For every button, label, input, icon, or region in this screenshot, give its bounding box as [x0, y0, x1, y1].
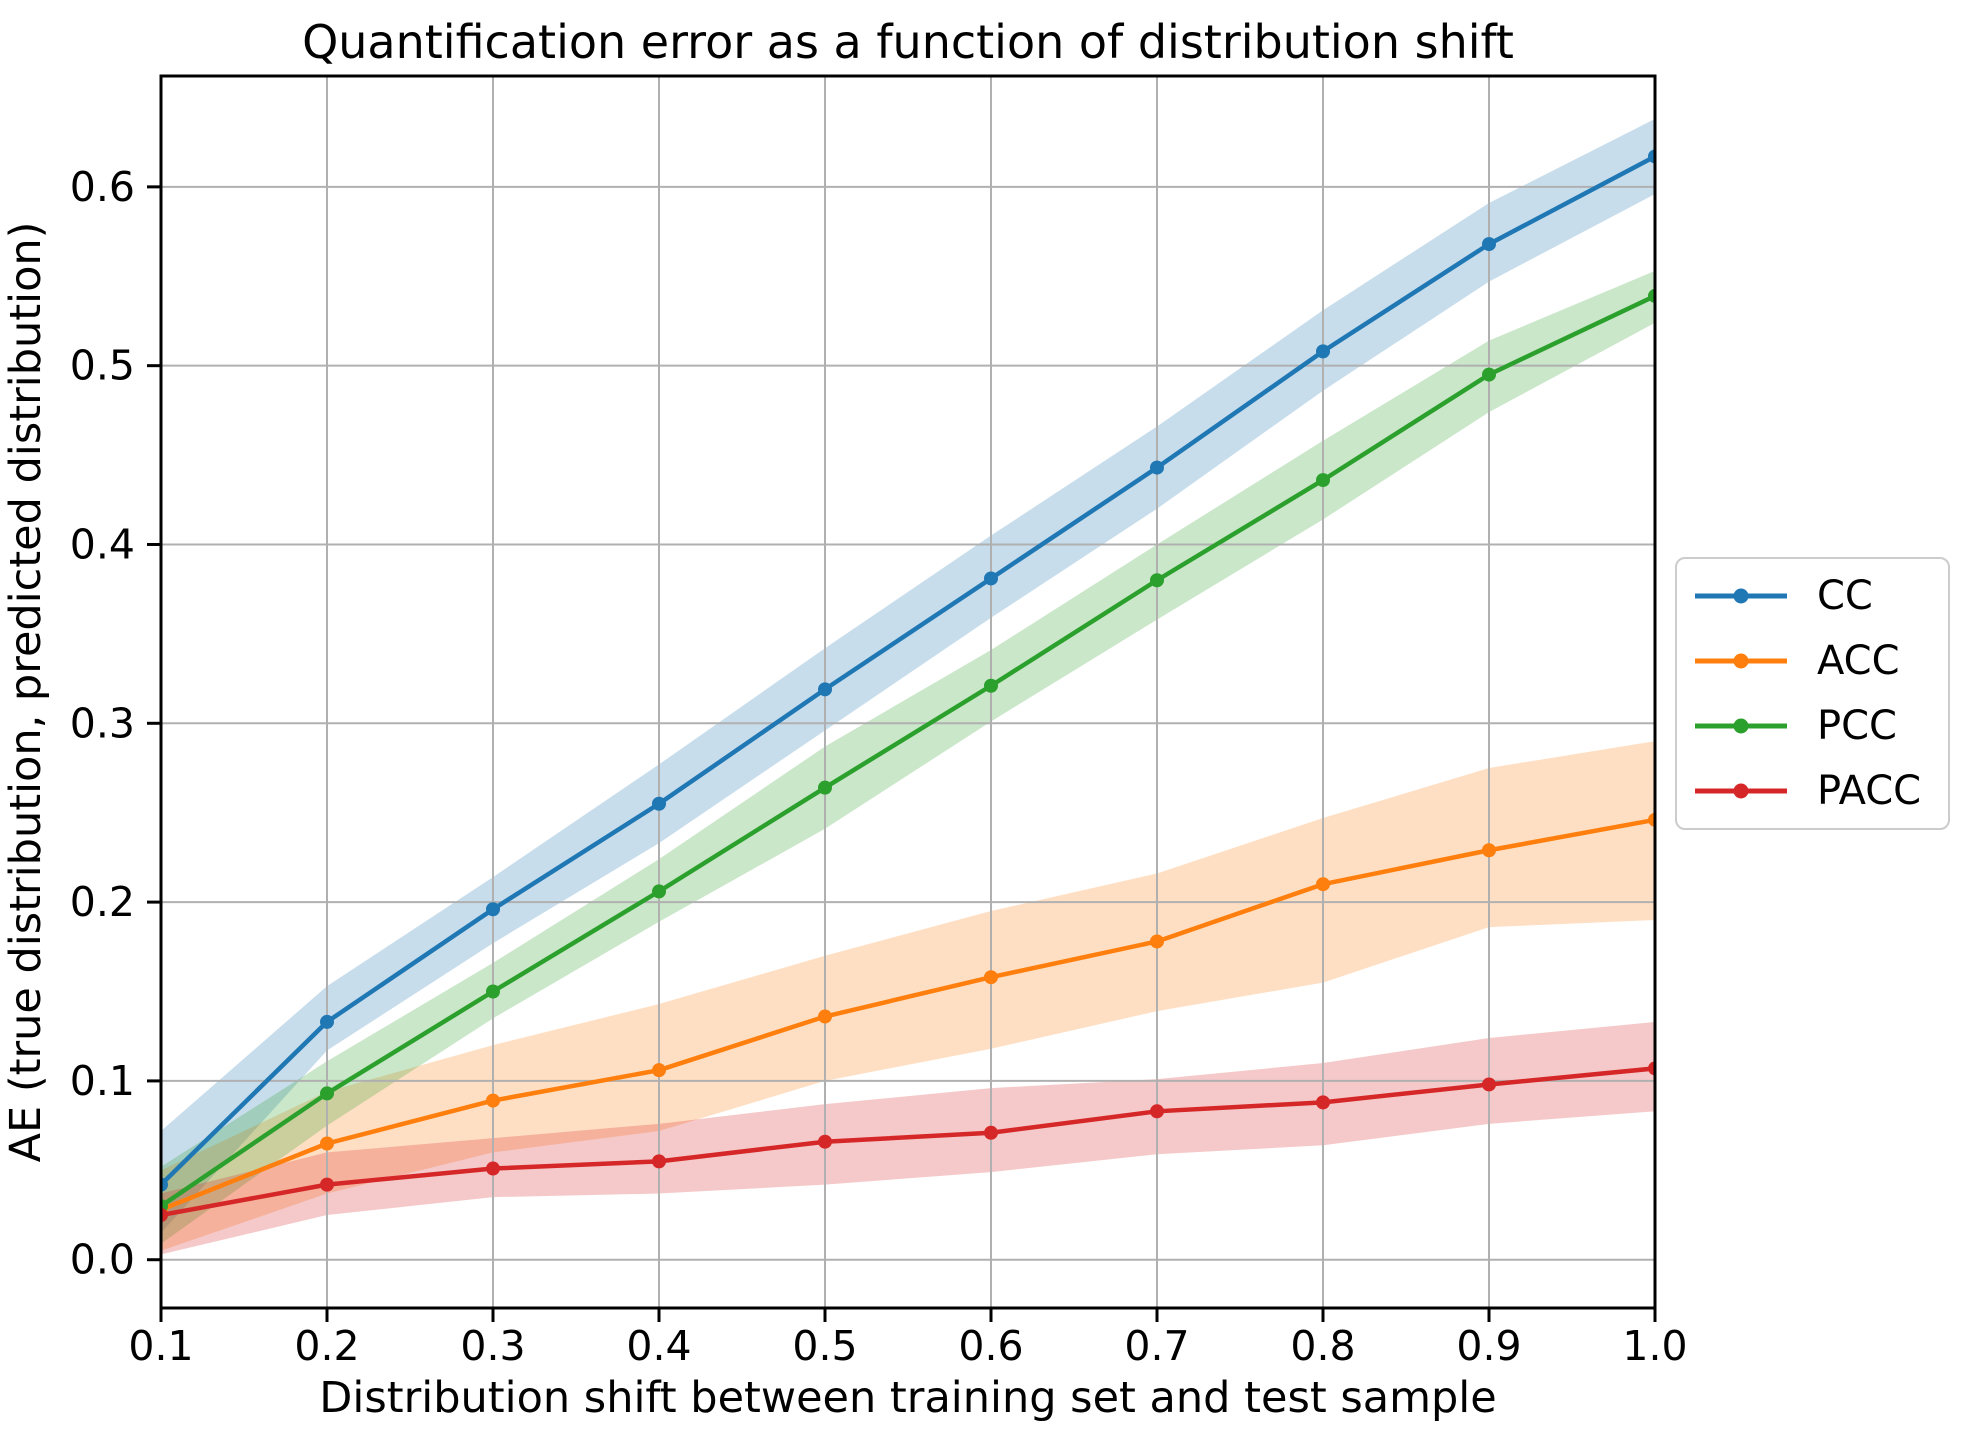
y-tick-label-0.4: 0.4	[70, 520, 135, 568]
series-marker-acc-2	[486, 1093, 500, 1108]
series-marker-acc-3	[652, 1063, 666, 1078]
legend-label-cc: CC	[1817, 572, 1873, 619]
series-marker-pacc-9	[1648, 1061, 1655, 1076]
series-line-cc	[161, 154, 1655, 1187]
series-band-pcc	[161, 270, 1655, 1244]
series-marker-pacc-8	[1482, 1077, 1496, 1092]
x-tick-label-0.8: 0.8	[1290, 1322, 1355, 1370]
legend-sample-acc	[1695, 653, 1787, 669]
series-marker-pacc-4	[818, 1134, 832, 1149]
series-marker-cc-9	[1648, 149, 1655, 164]
legend: CC ACC PCC PACC	[1675, 557, 1950, 830]
series-marker-acc-9	[1648, 812, 1655, 827]
legend-label-pcc: PCC	[1817, 703, 1897, 750]
series-marker-pacc-7	[1316, 1095, 1330, 1110]
series-marker-cc-2	[486, 902, 500, 917]
series-markers-pacc	[161, 1061, 1655, 1223]
series-marker-pcc-1	[320, 1086, 334, 1101]
legend-sample-pcc	[1695, 718, 1787, 734]
series-line-acc	[161, 817, 1655, 1212]
x-tick-label-0.6: 0.6	[958, 1322, 1023, 1370]
x-axis-label: Distribution shift between training set …	[319, 1373, 1496, 1423]
x-tick-label-0.7: 0.7	[1124, 1322, 1189, 1370]
series-marker-acc-6	[1150, 934, 1164, 949]
series-marker-pacc-0	[161, 1208, 168, 1223]
legend-item-cc: CC	[1677, 567, 1948, 624]
x-tick-label-0.5: 0.5	[792, 1322, 857, 1370]
x-tick-label-0.4: 0.4	[626, 1322, 691, 1370]
y-tick-label-0.1: 0.1	[70, 1057, 135, 1105]
series-marker-cc-5	[984, 571, 998, 586]
series-marker-cc-7	[1316, 344, 1330, 359]
y-tick-label-0.3: 0.3	[70, 699, 135, 747]
series-band-cc	[161, 118, 1655, 1233]
legend-marker-cc	[1733, 588, 1749, 604]
legend-label-pacc: PACC	[1817, 768, 1922, 815]
series-marker-acc-1	[320, 1136, 334, 1151]
y-tick-label-0.2: 0.2	[70, 878, 135, 926]
series-marker-cc-1	[320, 1014, 334, 1029]
series-marker-cc-0	[161, 1177, 168, 1192]
legend-item-pcc: PCC	[1677, 698, 1948, 755]
series-marker-cc-4	[818, 682, 832, 697]
legend-marker-pcc	[1733, 718, 1749, 734]
series-marker-pacc-6	[1150, 1104, 1164, 1119]
series-marker-pcc-7	[1316, 473, 1330, 488]
x-tick-label-0.2: 0.2	[294, 1322, 359, 1370]
y-axis-label: AE (true distribution, predicted distrib…	[1, 222, 51, 1163]
series-marker-pacc-1	[320, 1177, 334, 1192]
x-tick-label-1.0: 1.0	[1622, 1322, 1687, 1370]
series-marker-pcc-4	[818, 780, 832, 795]
plot-spines	[159, 74, 1657, 1310]
y-tick-label-0.6: 0.6	[70, 163, 135, 211]
series-marker-pacc-5	[984, 1125, 998, 1140]
series-marker-cc-8	[1482, 237, 1496, 252]
y-tick-label-0.0: 0.0	[70, 1236, 135, 1284]
legend-sample-cc	[1695, 588, 1787, 604]
legend-sample-pacc	[1695, 783, 1787, 799]
series-line-pacc	[161, 1066, 1655, 1218]
series-marker-pcc-8	[1482, 367, 1496, 382]
series-marker-cc-6	[1150, 460, 1164, 475]
y-tick-label-0.5: 0.5	[70, 342, 135, 390]
legend-marker-acc	[1733, 653, 1749, 669]
chart-title: Quantification error as a function of di…	[302, 15, 1514, 69]
series-marker-pcc-2	[486, 984, 500, 999]
series-marker-acc-7	[1316, 877, 1330, 892]
x-tick-label-0.3: 0.3	[460, 1322, 525, 1370]
legend-marker-pacc	[1733, 783, 1749, 799]
legend-label-acc: ACC	[1817, 637, 1900, 684]
series-marker-pacc-2	[486, 1161, 500, 1176]
legend-item-acc: ACC	[1677, 632, 1948, 689]
x-tick-label-0.1: 0.1	[128, 1322, 193, 1370]
series-marker-acc-5	[984, 970, 998, 985]
series-line-pcc	[161, 293, 1655, 1209]
legend-item-pacc: PACC	[1677, 763, 1948, 820]
series-markers-cc	[161, 149, 1655, 1192]
series-marker-acc-4	[818, 1009, 832, 1024]
series-marker-acc-8	[1482, 843, 1496, 858]
x-tick-label-0.9: 0.9	[1456, 1322, 1521, 1370]
series-marker-pcc-6	[1150, 573, 1164, 588]
series-marker-pcc-9	[1648, 288, 1655, 303]
series-marker-pcc-5	[984, 678, 998, 693]
series-marker-pacc-3	[652, 1154, 666, 1169]
series-marker-cc-3	[652, 796, 666, 811]
series-marker-pcc-3	[652, 884, 666, 899]
series-markers-pcc	[161, 288, 1655, 1214]
